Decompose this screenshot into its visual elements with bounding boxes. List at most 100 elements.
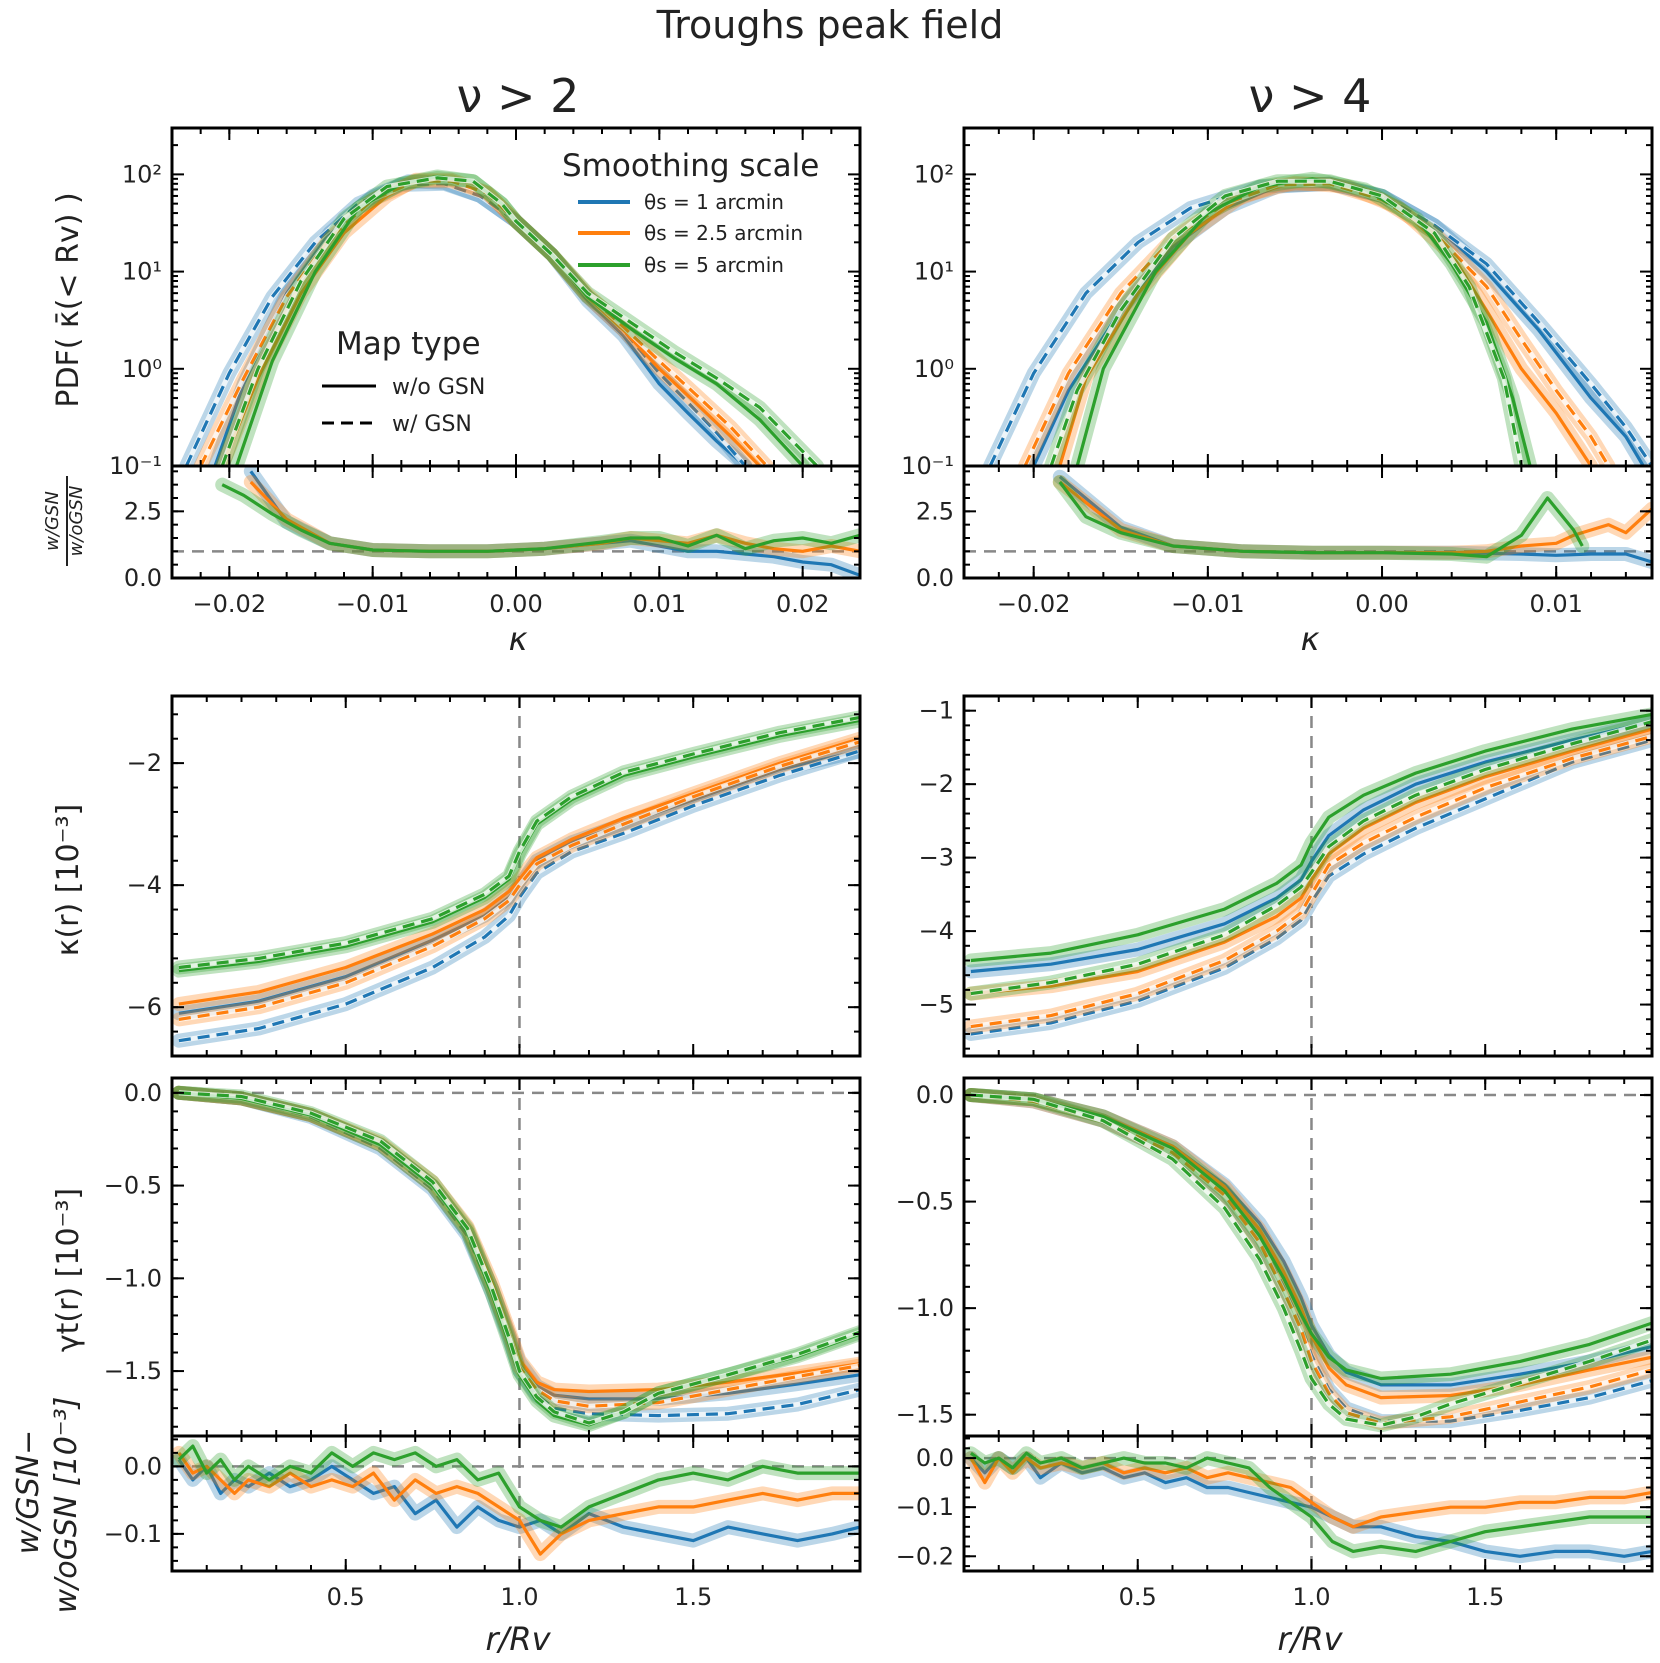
gamma-left-series-5-arcmin-w-gsn bbox=[178, 1091, 860, 1425]
pdf-right-ytick-label: 10⁻¹ bbox=[901, 452, 954, 480]
diff-right-series-1-arcmin bbox=[969, 1456, 1652, 1558]
ratio-left-xtick-label: 0.00 bbox=[489, 590, 542, 618]
gamma-right-plot-area bbox=[964, 1078, 1652, 1436]
gamma-right-series-5-arcmin-w-gsn bbox=[970, 1093, 1652, 1427]
gamma-right-ytick-label: 0.0 bbox=[916, 1081, 954, 1109]
ratio-left-panel: 0.0 2.5 −0.02 −0.01 0.00 0.01 0.02 bbox=[124, 464, 862, 618]
diff-right-ytick-label: −0.2 bbox=[896, 1542, 954, 1570]
diff-left-series-2-5-arcmin bbox=[177, 1451, 860, 1556]
pdf-right-series-2-5-arcmin-w-gsn bbox=[1023, 182, 1610, 466]
diff-right-series-2-5-arcmin bbox=[969, 1456, 1652, 1529]
diff-left-xtick-label: 1.5 bbox=[674, 1583, 712, 1611]
diff-right-ytick-label: −0.1 bbox=[896, 1493, 954, 1521]
gamma-left-ytick-label: 0.0 bbox=[124, 1079, 162, 1107]
ratio-right-frame bbox=[962, 464, 1654, 580]
legend-entry-5arcmin: θs = 5 arcmin bbox=[644, 253, 784, 277]
ratio-left-xtick-label: 0.02 bbox=[776, 590, 829, 618]
legend-entry-1arcmin: θs = 1 arcmin bbox=[644, 190, 784, 214]
ratio-y-label-denominator: w/oGSN bbox=[66, 486, 87, 557]
column-title-left: ν > 2 bbox=[457, 69, 580, 123]
pdf-right-series-5-arcmin-w-o-gsn-band bbox=[1070, 171, 1538, 466]
gamma-right-series-5-arcmin-w-o-gsn bbox=[970, 1093, 1652, 1381]
kappa-left-series-2-5-arcmin-w-o-gsn bbox=[178, 737, 860, 1006]
ratio-right-xtick-label: 0.00 bbox=[1355, 590, 1408, 618]
kappa-right-series-2-5-arcmin-w-o-gsn bbox=[970, 727, 1652, 996]
pdf-left-series-1-arcmin-w-gsn bbox=[184, 182, 747, 466]
ratio-left-xtick-label: −0.02 bbox=[193, 590, 267, 618]
kappa-r-y-label: κ(r) [10⁻³] bbox=[51, 804, 86, 956]
diff-left-frame bbox=[170, 1434, 862, 1573]
ratio-right-ytick-label: 0.0 bbox=[916, 564, 954, 592]
pdf-right-ytick-label: 10⁰ bbox=[914, 355, 954, 383]
ratio-right-xtick-label: −0.01 bbox=[1171, 590, 1245, 618]
pdf-right-panel: 10⁻¹ 10⁰ 10¹ 10² bbox=[901, 126, 1654, 480]
ratio-left-series-5-arcmin bbox=[221, 483, 860, 553]
pdf-left-ytick-label: 10² bbox=[122, 160, 162, 188]
pdf-left-ytick-label: 10⁰ bbox=[122, 355, 162, 383]
legend-entry-2p5arcmin: θs = 2.5 arcmin bbox=[644, 221, 803, 245]
ratio-right-xtick-label: −0.02 bbox=[997, 590, 1071, 618]
diff-right-xtick-label: 1.5 bbox=[1466, 1583, 1504, 1611]
kappa-left-ytick-label: −6 bbox=[127, 993, 162, 1021]
gamma-right-series-2-5-arcmin-w-gsn bbox=[970, 1093, 1652, 1425]
diff-left-series-1-arcmin bbox=[177, 1458, 860, 1543]
pdf-right-series-5-arcmin-w-gsn bbox=[1049, 179, 1523, 466]
diff-left-ytick-label: 0.0 bbox=[124, 1452, 162, 1480]
kappa-left-plot-area bbox=[172, 696, 860, 1056]
diff-right-ytick-label: 0.0 bbox=[916, 1444, 954, 1472]
kappa-right-series-1-arcmin-w-gsn bbox=[970, 738, 1652, 1036]
ratio-left-series-5-arcmin-band bbox=[215, 477, 860, 559]
kappa-left-series-1-arcmin-w-gsn bbox=[178, 749, 860, 1043]
kappa-left-frame bbox=[170, 694, 862, 1058]
legend-entry-wo-gsn: w/o GSN bbox=[392, 375, 485, 400]
diff-left-xtick-label: 1.0 bbox=[500, 1583, 538, 1611]
kappa-left-panel: −6 −4 −2 bbox=[127, 694, 862, 1058]
diff-right-series-5-arcmin bbox=[969, 1451, 1652, 1553]
kappa-right-plot-area bbox=[964, 696, 1652, 1056]
pdf-left-ytick-label: 10¹ bbox=[122, 258, 162, 286]
kappa-x-label-left: κ bbox=[509, 620, 528, 658]
diff-y-label-line2: w/oGSN [10⁻³] bbox=[49, 1397, 84, 1614]
kappa-right-series-5-arcmin-w-o-gsn bbox=[970, 712, 1652, 963]
pdf-left-series-5-arcmin-w-gsn bbox=[220, 176, 819, 466]
kappa-left-ytick-label: −2 bbox=[127, 749, 162, 777]
kappa-left-series-2-5-arcmin-w-gsn bbox=[178, 740, 860, 1021]
diff-left-plot-area bbox=[172, 1436, 860, 1571]
gamma-left-ytick-label: −1.0 bbox=[104, 1264, 162, 1292]
kappa-right-ytick-label: −1 bbox=[919, 697, 954, 725]
diff-y-label-line1: w/GSN− bbox=[11, 1430, 46, 1555]
kappa-right-frame bbox=[962, 694, 1654, 1058]
ratio-left-ytick-label: 0.0 bbox=[124, 564, 162, 592]
map-type-legend-title: Map type bbox=[336, 326, 481, 362]
kappa-right-series-2-5-arcmin-w-gsn-halo bbox=[970, 733, 1652, 1030]
ratio-left-xtick-label: −0.01 bbox=[336, 590, 410, 618]
kappa-right-ytick-label: −3 bbox=[919, 844, 954, 872]
kappa-left-series-5-arcmin-w-gsn-band bbox=[172, 710, 860, 975]
gamma-left-panel: −1.5 −1.0 −0.5 0.0 bbox=[104, 1076, 862, 1438]
gamma-right-ytick-label: −1.0 bbox=[896, 1294, 954, 1322]
diff-right-frame bbox=[962, 1434, 1654, 1573]
ratio-right-xtick-label: 0.01 bbox=[1529, 590, 1582, 618]
diff-left-ytick-label: −0.1 bbox=[104, 1520, 162, 1548]
kappa-right-panel: −5 −4 −3 −2 −1 bbox=[919, 694, 1654, 1058]
ratio-right-panel: 0.0 2.5 −0.02 −0.01 0.00 0.01 bbox=[916, 464, 1654, 618]
diff-right-plot-area bbox=[964, 1436, 1652, 1571]
gamma-left-plot-area bbox=[172, 1078, 860, 1436]
ratio-left-xtick-label: 0.01 bbox=[633, 590, 686, 618]
pdf-right-ytick-label: 10¹ bbox=[914, 258, 954, 286]
smoothing-legend-title: Smoothing scale bbox=[562, 148, 819, 184]
kappa-left-ytick-label: −4 bbox=[127, 871, 162, 899]
gamma-left-ytick-label: −1.5 bbox=[104, 1357, 162, 1385]
ratio-left-series-1-arcmin-band bbox=[243, 466, 860, 578]
map-type-legend: Map type w/o GSN w/ GSN bbox=[322, 326, 485, 437]
ratio-right-ytick-label: 2.5 bbox=[916, 497, 954, 525]
gamma-left-ytick-label: −0.5 bbox=[104, 1172, 162, 1200]
gamma-y-label: γt(r) [10⁻³] bbox=[51, 1188, 86, 1352]
diff-right-xtick-label: 0.5 bbox=[1119, 1583, 1157, 1611]
r-x-label-left: r/Rv bbox=[485, 1620, 551, 1658]
kappa-x-label-right: κ bbox=[1301, 620, 1320, 658]
gamma-right-panel: −1.5 −1.0 −0.5 0.0 bbox=[896, 1076, 1654, 1438]
r-x-label-right: r/Rv bbox=[1277, 1620, 1343, 1658]
